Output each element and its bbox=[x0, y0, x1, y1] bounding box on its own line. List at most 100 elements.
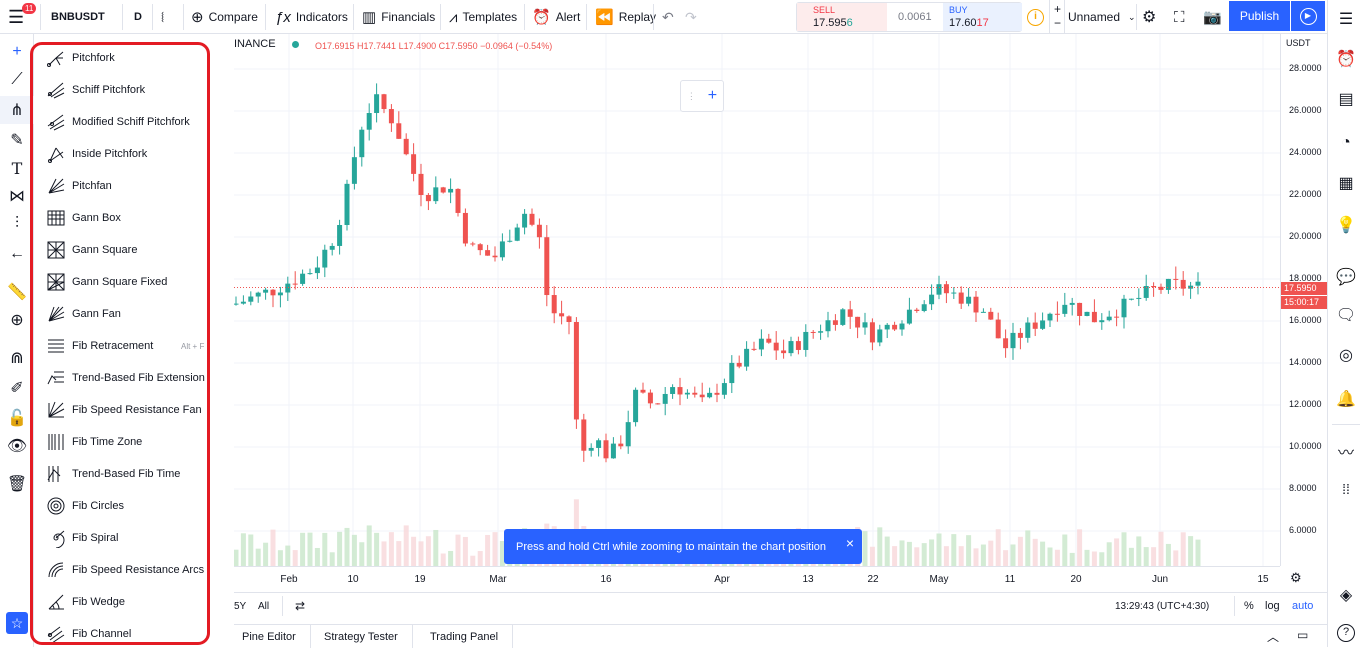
compare-button[interactable]: ⊕ Compare bbox=[191, 0, 258, 34]
calendar-button[interactable]: ▦ bbox=[1328, 168, 1363, 198]
undo-button[interactable]: ↶ bbox=[662, 0, 674, 34]
hotlists-button[interactable]: ◔ bbox=[1328, 128, 1363, 158]
tab-pine-editor[interactable]: Pine Editor bbox=[228, 625, 311, 648]
replay-button[interactable]: ⏪ Replay bbox=[595, 0, 656, 34]
legend-exchange: INANCE bbox=[234, 38, 276, 50]
ideas-button[interactable]: 💡 bbox=[1328, 210, 1363, 240]
menu-item-gann-box[interactable]: Gann Box bbox=[38, 202, 208, 234]
modified-schiff-pitchfork-icon bbox=[46, 112, 66, 132]
stay-drawing-tool[interactable]: ✐ bbox=[0, 374, 34, 402]
candle-body bbox=[936, 284, 942, 295]
lock-drawings-tool[interactable]: 🔓 bbox=[0, 404, 34, 432]
price-axis[interactable]: USDT 28.0000 26.0000 24.0000 22.0000 20.0000… bbox=[1280, 34, 1327, 566]
templates-button[interactable]: ⩘ Templates bbox=[449, 0, 517, 34]
menu-item-fib-time-zone[interactable]: Fib Time Zone bbox=[38, 426, 208, 458]
prediction-icon: ⫶ bbox=[14, 215, 19, 232]
clock-timezone[interactable]: 13:29:43 (UTC+4:30) bbox=[1115, 601, 1210, 612]
interval-button[interactable]: D bbox=[134, 11, 142, 23]
menu-item-modified-schiff-pitchfork[interactable]: Modified Schiff Pitchfork bbox=[38, 106, 208, 138]
layout-menu-button[interactable]: Unnamed ⌄ bbox=[1068, 0, 1136, 34]
collapse-panel-button[interactable]: ︿ bbox=[1267, 628, 1279, 645]
measure-tool[interactable]: 📏 bbox=[0, 278, 34, 306]
chart-pane[interactable]: INANCE O17.6915 H17.7441 L17.4900 C17.59… bbox=[234, 34, 1280, 566]
buy-button[interactable]: BUY 17.6017 bbox=[943, 3, 1022, 31]
main-menu-button[interactable]: ☰ 11 bbox=[8, 0, 37, 34]
snapshot-button[interactable]: 📷 bbox=[1203, 0, 1222, 34]
data-window-button[interactable]: ▤ bbox=[1328, 84, 1363, 114]
chart-type-button[interactable]: ⧙ bbox=[161, 0, 169, 34]
drag-handle-icon[interactable]: ⋮ bbox=[686, 90, 696, 101]
trend-fib-time-icon bbox=[46, 464, 66, 484]
menu-item-fib-circles[interactable]: Fib Circles bbox=[38, 490, 208, 522]
volume-bar bbox=[951, 534, 957, 566]
magnet-tool[interactable]: ⋒ bbox=[0, 344, 34, 372]
indicators-button[interactable]: ƒx Indicators bbox=[275, 0, 348, 34]
alert-button[interactable]: ⏰ Alert bbox=[532, 0, 580, 34]
tab-trading-panel[interactable]: Trading Panel bbox=[416, 625, 514, 648]
chart-settings-button[interactable]: ⚙ bbox=[1290, 570, 1302, 586]
auto-scale-toggle[interactable]: auto bbox=[1292, 600, 1314, 612]
brush-tool[interactable]: ✎ bbox=[0, 126, 34, 154]
menu-item-gann-square[interactable]: Gann Square bbox=[38, 234, 208, 266]
goto-date-button[interactable]: ⇄ bbox=[295, 599, 305, 613]
info-button[interactable]: i bbox=[1027, 0, 1044, 34]
remove-drawings-tool[interactable]: 🗑 bbox=[0, 470, 34, 498]
pattern-tool[interactable]: ⋈ bbox=[0, 182, 34, 210]
candle-body bbox=[351, 157, 357, 184]
menu-item-fib-wedge[interactable]: Fib Wedge bbox=[38, 586, 208, 618]
menu-item-pitchfork[interactable]: Pitchfork bbox=[38, 42, 208, 74]
time-axis[interactable]: Feb 10 19 Mar 16 Apr 13 22 May 11 20 Jun 15 bbox=[234, 566, 1280, 592]
percent-scale-toggle[interactable]: % bbox=[1244, 600, 1254, 612]
menu-item-schiff-pitchfork[interactable]: Schiff Pitchfork bbox=[38, 74, 208, 106]
favorites-button[interactable]: ☆ bbox=[6, 612, 28, 634]
menu-item-gann-square-fixed[interactable]: Gann Square Fixed bbox=[38, 266, 208, 298]
tab-strategy-tester[interactable]: Strategy Tester bbox=[310, 625, 413, 648]
order-panel-button[interactable]: 〰 bbox=[1328, 436, 1363, 466]
close-toast-button[interactable]: × bbox=[846, 535, 854, 551]
settings-button[interactable]: ⚙ bbox=[1142, 0, 1156, 34]
menu-item-inside-pitchfork[interactable]: Inside Pitchfork bbox=[38, 138, 208, 170]
menu-item-trend-fib-time[interactable]: Trend-Based Fib Time bbox=[38, 458, 208, 490]
menu-item-fib-spiral[interactable]: Fib Spiral bbox=[38, 522, 208, 554]
zoom-tool[interactable]: ⊕ bbox=[0, 306, 34, 334]
candle-body bbox=[655, 403, 661, 405]
financials-button[interactable]: ▥ Financials bbox=[362, 0, 435, 34]
menu-item-pitchfan[interactable]: Pitchfan bbox=[38, 170, 208, 202]
symbol-search-button[interactable]: BNBUSDT bbox=[51, 11, 105, 23]
crosshair-tool[interactable]: + bbox=[0, 38, 34, 66]
menu-item-trend-fib-extension[interactable]: Trend-Based Fib Extension bbox=[38, 362, 208, 394]
dom-button[interactable]: ⁞⁞ bbox=[1328, 474, 1363, 504]
object-tree-button[interactable]: ◈ bbox=[1328, 580, 1363, 610]
private-chats-button[interactable]: 🗨 bbox=[1328, 300, 1363, 330]
notifications-button[interactable]: 🔔 bbox=[1328, 384, 1363, 414]
text-tool[interactable]: T bbox=[0, 154, 34, 182]
range-all-button[interactable]: All bbox=[258, 601, 270, 612]
menu-item-fib-arcs[interactable]: Fib Speed Resistance Arcs bbox=[38, 554, 208, 586]
maximize-panel-button[interactable]: ▭ bbox=[1297, 628, 1308, 642]
menu-item-fib-speed-fan[interactable]: Fib Speed Resistance Fan bbox=[38, 394, 208, 426]
publish-video-button[interactable]: ▶ bbox=[1291, 1, 1325, 31]
watchlist-button[interactable]: ☰ bbox=[1328, 4, 1363, 34]
price-tick-label: 22.0000 bbox=[1289, 189, 1322, 199]
menu-item-gann-fan[interactable]: Gann Fan bbox=[38, 298, 208, 330]
prediction-tool[interactable]: ⫶ bbox=[0, 210, 34, 238]
candle-body bbox=[832, 320, 838, 325]
range-5y-button[interactable]: 5Y bbox=[234, 601, 247, 612]
menu-item-fib-channel[interactable]: Fib Channel bbox=[38, 618, 208, 650]
hide-toolbar-button[interactable]: ← bbox=[0, 240, 34, 268]
log-scale-toggle[interactable]: log bbox=[1265, 600, 1280, 612]
alerts-panel-button[interactable]: ⏰ bbox=[1328, 44, 1363, 74]
hide-drawings-tool[interactable]: 👁 bbox=[0, 432, 34, 460]
publish-button[interactable]: Publish bbox=[1229, 1, 1290, 31]
trend-line-tool[interactable]: ⟋ bbox=[0, 66, 34, 94]
pitchfork-tool-group[interactable]: ⋔ bbox=[0, 96, 34, 124]
floating-drawing-toolbar[interactable]: ⋮ + bbox=[680, 80, 724, 112]
streams-button[interactable]: ◎ bbox=[1328, 340, 1363, 370]
help-button[interactable]: ? bbox=[1328, 618, 1363, 648]
fullscreen-button[interactable]: ⛶ bbox=[1174, 0, 1185, 34]
sell-button[interactable]: SELL 17.5956 bbox=[797, 3, 887, 31]
menu-item-fib-retracement[interactable]: Fib Retracement Alt + F bbox=[38, 330, 208, 362]
quantity-stepper[interactable]: + − bbox=[1049, 0, 1065, 34]
redo-button[interactable]: ↷ bbox=[685, 0, 697, 34]
chats-button[interactable]: 💬 bbox=[1328, 262, 1363, 292]
